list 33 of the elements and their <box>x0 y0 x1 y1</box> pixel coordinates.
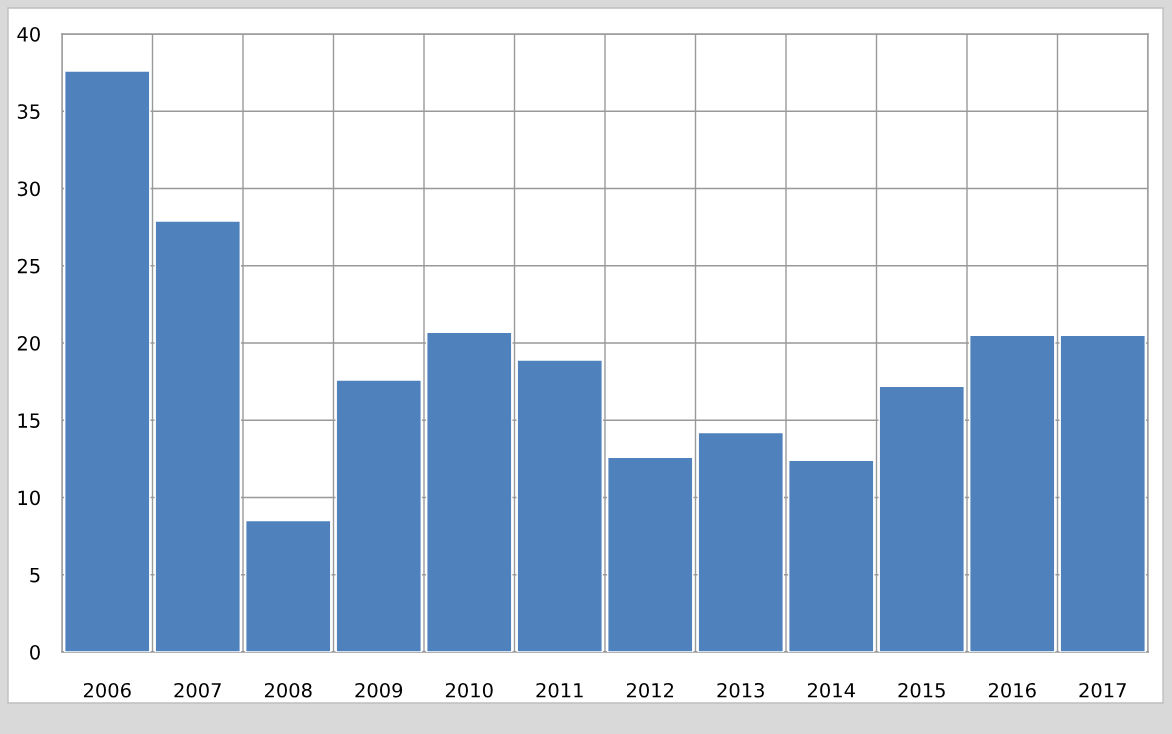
bar <box>878 385 965 652</box>
x-tick-label: 2016 <box>988 682 1036 698</box>
y-tick-label: 40 <box>17 26 40 42</box>
y-tick-label: 20 <box>17 335 40 351</box>
x-tick-label: 2013 <box>717 682 764 698</box>
bar <box>697 431 784 652</box>
bar <box>426 331 513 652</box>
bar <box>516 359 603 652</box>
y-tick-label: 10 <box>18 490 40 506</box>
x-tick-label: 2006 <box>83 682 131 698</box>
bar <box>335 379 422 652</box>
y-tick-label: 5 <box>30 567 40 583</box>
bar <box>245 519 332 652</box>
bar <box>64 70 151 652</box>
bar <box>607 456 694 652</box>
y-tick-label: 25 <box>17 258 40 274</box>
x-tick-label: 2010 <box>445 682 493 698</box>
y-tick-label: 15 <box>18 413 40 428</box>
x-tick-label: 2014 <box>807 682 855 698</box>
y-tick-label: 0 <box>30 644 40 660</box>
bar <box>788 459 875 652</box>
bar <box>1059 334 1146 652</box>
x-tick-label: 2008 <box>264 682 312 698</box>
x-tick-label: 2007 <box>174 682 221 698</box>
x-tick-label: 2017 <box>1079 682 1126 698</box>
bar <box>154 220 241 652</box>
x-tick-label: 2015 <box>898 682 945 698</box>
x-tick-label: 2009 <box>355 682 403 698</box>
x-tick-label: 2011 <box>536 682 583 698</box>
y-tick-label: 30 <box>17 181 40 197</box>
bar <box>969 334 1056 652</box>
y-tick-label: 35 <box>17 104 40 119</box>
x-tick-label: 2012 <box>626 682 674 698</box>
